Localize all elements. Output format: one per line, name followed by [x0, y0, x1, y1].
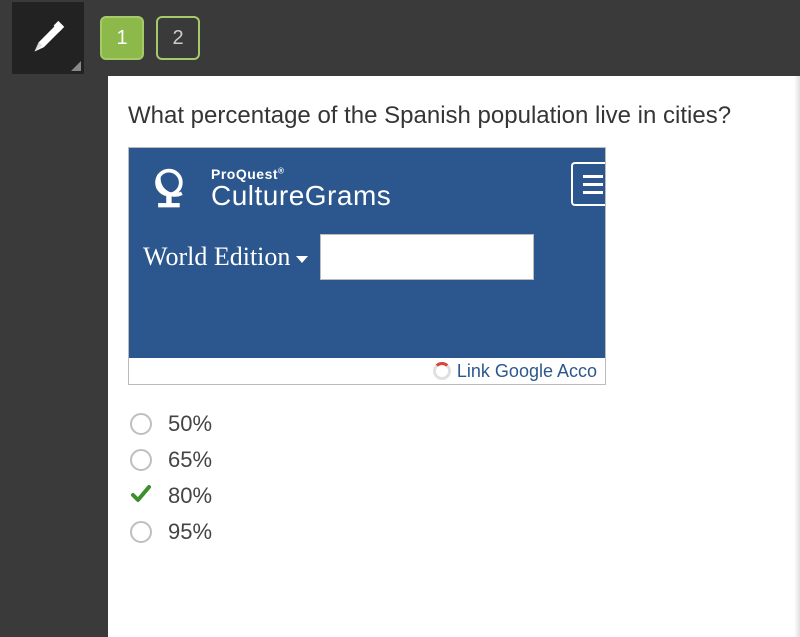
globe-icon [143, 162, 197, 216]
radio-icon [128, 519, 154, 545]
embed-header: ProQuest® CultureGrams [129, 148, 605, 226]
left-gutter [0, 76, 108, 637]
caret-down-icon [296, 256, 308, 263]
radio-icon [130, 413, 152, 435]
embed-footer: Link Google Acco [129, 358, 605, 384]
embed-search-row: World Edition [129, 226, 605, 288]
option-label: 80% [168, 483, 212, 509]
check-icon [129, 482, 153, 511]
radio-icon [130, 449, 152, 471]
edition-label: World Edition [143, 242, 290, 272]
search-input[interactable] [320, 234, 534, 280]
main-layout: What percentage of the Spanish populatio… [0, 76, 800, 637]
hamburger-icon [583, 175, 603, 178]
brand-main: CultureGrams [211, 181, 391, 212]
option-label: 65% [168, 447, 212, 473]
question-nav-1[interactable]: 1 [100, 16, 144, 60]
answer-options: 50% 65% 80% 95% [128, 411, 780, 545]
pencil-icon [27, 17, 69, 59]
hamburger-icon [583, 183, 603, 186]
answer-option-2[interactable]: 80% [128, 483, 780, 509]
option-label: 95% [168, 519, 212, 545]
answer-option-0[interactable]: 50% [128, 411, 780, 437]
check-icon [128, 483, 154, 509]
expand-corner-icon [71, 61, 81, 71]
footer-link-text[interactable]: Link Google Acco [457, 361, 597, 382]
brand-reg: ® [278, 166, 284, 175]
brand-block: ProQuest® CultureGrams [211, 167, 391, 212]
radio-icon [130, 521, 152, 543]
pencil-tool-button[interactable] [12, 2, 84, 74]
question-nav: 12 [100, 16, 200, 60]
radio-icon [128, 447, 154, 473]
hamburger-icon [583, 191, 603, 194]
answer-option-3[interactable]: 95% [128, 519, 780, 545]
brand-top: ProQuest® [211, 167, 391, 181]
top-toolbar: 12 [0, 0, 800, 76]
embedded-preview: ProQuest® CultureGrams World Edition [128, 147, 606, 385]
answer-option-1[interactable]: 65% [128, 447, 780, 473]
question-text: What percentage of the Spanish populatio… [128, 100, 780, 131]
menu-button[interactable] [571, 162, 606, 206]
question-nav-2[interactable]: 2 [156, 16, 200, 60]
question-content: What percentage of the Spanish populatio… [108, 76, 800, 637]
edition-dropdown[interactable]: World Edition [143, 242, 308, 272]
radio-icon [128, 411, 154, 437]
option-label: 50% [168, 411, 212, 437]
loading-spinner-icon [433, 362, 451, 380]
